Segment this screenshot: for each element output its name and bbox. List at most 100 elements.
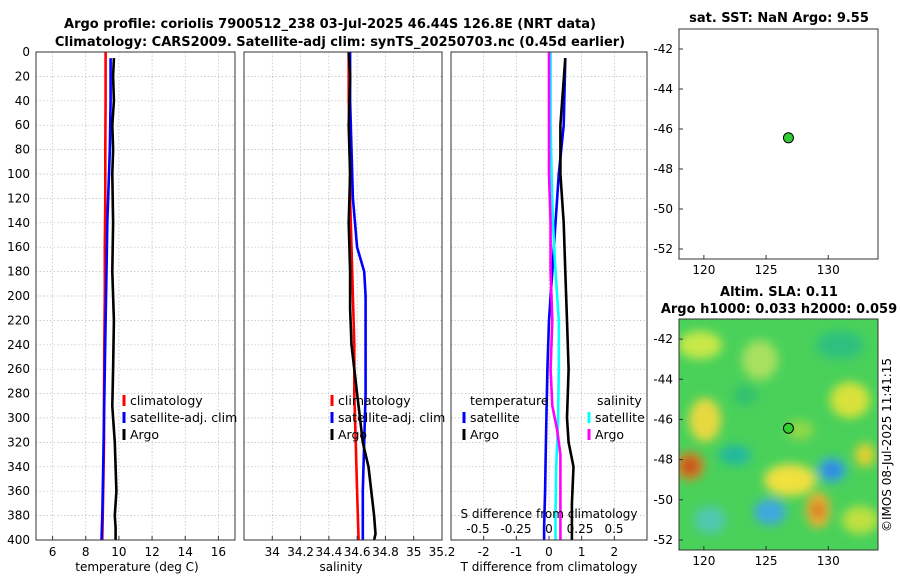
salinity-panel: 34 34.2 34.4 34.6 34.8 35 35.2 xyxy=(243,51,456,559)
series-line-s-satellite xyxy=(549,52,561,540)
temperature-xlabel: temperature (deg C) xyxy=(75,560,198,574)
x-tick-label: -1 xyxy=(510,545,522,559)
x-tick-label: 130 xyxy=(817,263,840,277)
x-tick-label: 125 xyxy=(755,554,778,568)
x-tick-label: 125 xyxy=(755,263,778,277)
salinity-legend: climatology satellite-adj. clim Argo xyxy=(330,393,445,442)
title-line-1: Argo profile: coriolis 7900512_238 03-Ju… xyxy=(64,17,596,32)
salinity-axes-frame xyxy=(243,51,443,541)
series-line-argo xyxy=(111,58,118,540)
x-tick-label: 8 xyxy=(82,545,90,559)
series-line-t-satellite xyxy=(542,58,567,540)
difference-top-xlabel: S difference from climatology xyxy=(461,507,638,521)
top-tick-label: 0.5 xyxy=(604,522,623,536)
sla-heatmap xyxy=(679,319,878,550)
legend-label-s-argo: Argo xyxy=(595,427,624,442)
y-tick-label: -52 xyxy=(653,533,673,547)
x-tick-label: 12 xyxy=(144,545,159,559)
sst-map-frame xyxy=(678,28,879,260)
legend-label-argo: Argo xyxy=(130,427,159,442)
series-line-s-argo xyxy=(547,52,562,540)
sst-map: 120 125 130 -42 -44 -46 -48 -50 -52 xyxy=(653,28,879,277)
x-tick-label: 120 xyxy=(692,554,715,568)
sst-map-title: sat. SST: NaN Argo: 9.55 xyxy=(689,11,869,26)
y-tick-label: -46 xyxy=(653,122,673,136)
y-tick-label-depth: 320 xyxy=(7,435,30,449)
y-tick-label-depth: 20 xyxy=(15,69,30,83)
y-tick-label: -44 xyxy=(653,372,673,386)
x-tick-label: 16 xyxy=(211,545,226,559)
y-tick-label-depth: 100 xyxy=(7,167,30,181)
y-tick-label-depth: 180 xyxy=(7,265,30,279)
series-line-t-argo xyxy=(559,58,575,540)
legend-label-s-satellite: satellite xyxy=(595,410,645,425)
temperature-legend: climatology satellite-adj. clim Argo xyxy=(122,393,237,442)
y-tick-label-depth: 340 xyxy=(7,460,30,474)
x-tick-label: 120 xyxy=(692,263,715,277)
y-tick-label: -46 xyxy=(653,412,673,426)
y-tick-label-depth: 240 xyxy=(7,338,30,352)
x-tick-label: 10 xyxy=(111,545,126,559)
y-tick-label: -44 xyxy=(653,82,673,96)
y-tick-label-depth: 360 xyxy=(7,484,30,498)
x-tick-label: 34.8 xyxy=(372,545,399,559)
top-tick-label: -0.5 xyxy=(466,522,489,536)
x-tick-label: 35 xyxy=(406,545,421,559)
x-tick-label: 2 xyxy=(611,545,619,559)
x-tick-label: 6 xyxy=(49,545,57,559)
x-tick-label: 34.6 xyxy=(344,545,371,559)
y-tick-label: -42 xyxy=(653,332,673,346)
difference-panel: -2 -1 0 1 2 -0.5 -0.25 0 0.25 0.5 xyxy=(450,51,648,559)
y-tick-label-depth: 280 xyxy=(7,387,30,401)
y-tick-label-depth: 80 xyxy=(15,143,30,157)
y-tick-label: -50 xyxy=(653,493,673,507)
difference-legend: temperature salinity satellite Argo sate… xyxy=(462,393,645,442)
top-tick-label: 0 xyxy=(545,522,553,536)
plot-layer: 6 8 10 12 14 16020406080100120140160180200220… xyxy=(7,28,879,568)
x-tick-label: 14 xyxy=(178,545,193,559)
sla-map-title-line-2: Argo h1000: 0.033 h2000: 0.059 xyxy=(661,302,897,317)
legend-label-climatology: climatology xyxy=(338,393,411,408)
imos-stamp: ©IMOS 08-Jul-2025 11:41:15 xyxy=(880,358,894,532)
series-line-argo xyxy=(347,51,377,541)
series-line-satellite-adj-clim xyxy=(100,58,112,541)
difference-xlabel: T difference from climatology xyxy=(460,560,638,574)
legend-label-satellite: satellite-adj. clim xyxy=(130,410,237,425)
legend-label-argo: Argo xyxy=(338,427,367,442)
x-tick-label: 1 xyxy=(578,545,586,559)
y-tick-label: -52 xyxy=(653,242,673,256)
y-tick-label-depth: 220 xyxy=(7,313,30,327)
y-tick-label-depth: 260 xyxy=(7,362,30,376)
y-tick-label-depth: 140 xyxy=(7,216,30,230)
salinity-xlabel: salinity xyxy=(319,560,362,574)
y-tick-label-depth: 0 xyxy=(22,45,30,59)
sla-map: 120 125 130 -42 -44 -46 -48 -50 -52 xyxy=(653,318,879,568)
y-tick-label-depth: 300 xyxy=(7,411,30,425)
argo-location-marker xyxy=(782,422,794,434)
argo-location-marker xyxy=(782,132,794,144)
legend-header-temperature: temperature xyxy=(470,393,549,408)
top-tick-label: 0.25 xyxy=(567,522,594,536)
y-tick-label-depth: 200 xyxy=(7,289,30,303)
x-tick-label: 34 xyxy=(265,545,280,559)
legend-label-climatology: climatology xyxy=(130,393,203,408)
top-tick-label: -0.25 xyxy=(500,522,531,536)
sla-map-frame xyxy=(678,318,879,551)
y-tick-label-depth: 400 xyxy=(7,533,30,547)
y-tick-label-depth: 160 xyxy=(7,240,30,254)
x-tick-label: 130 xyxy=(817,554,840,568)
x-tick-label: 35.2 xyxy=(429,545,456,559)
x-tick-label: 34.4 xyxy=(315,545,342,559)
x-tick-label: 34.2 xyxy=(287,545,314,559)
y-tick-label-depth: 60 xyxy=(15,118,30,132)
legend-header-salinity: salinity xyxy=(597,393,642,408)
y-tick-label: -42 xyxy=(653,42,673,56)
y-tick-label: -48 xyxy=(653,453,673,467)
legend-label-t-argo: Argo xyxy=(470,427,499,442)
temperature-axes-frame xyxy=(35,51,236,541)
y-tick-label-depth: 380 xyxy=(7,509,30,523)
legend-label-satellite: satellite-adj. clim xyxy=(338,410,445,425)
temperature-panel: 6 8 10 12 14 16020406080100120140160180200220… xyxy=(7,45,236,559)
y-tick-label-depth: 120 xyxy=(7,191,30,205)
